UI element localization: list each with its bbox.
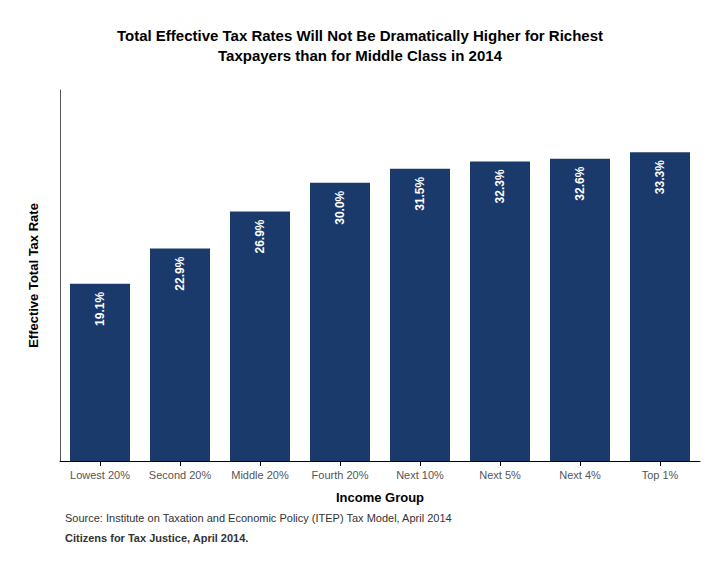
svg-text:Effective Total Tax Rate: Effective Total Tax Rate xyxy=(26,203,41,348)
svg-text:Second 20%: Second 20% xyxy=(149,469,212,481)
svg-text:Next 10%: Next 10% xyxy=(396,469,444,481)
svg-text:Source: Institute on Taxation: Source: Institute on Taxation and Econom… xyxy=(65,512,452,524)
svg-text:Taxpayers than for Middle Clas: Taxpayers than for Middle Class in 2014 xyxy=(218,47,503,64)
svg-text:Next 4%: Next 4% xyxy=(559,469,601,481)
svg-text:22.9%: 22.9% xyxy=(173,256,187,290)
svg-text:Citizens for Tax Justice, Apri: Citizens for Tax Justice, April 2014. xyxy=(65,532,248,544)
svg-text:26.9%: 26.9% xyxy=(253,219,267,253)
svg-text:Lowest 20%: Lowest 20% xyxy=(70,469,130,481)
svg-text:33.3%: 33.3% xyxy=(653,160,667,194)
svg-text:Middle 20%: Middle 20% xyxy=(231,469,289,481)
svg-text:30.0%: 30.0% xyxy=(333,190,347,224)
svg-text:31.5%: 31.5% xyxy=(413,177,427,211)
svg-text:Income Group: Income Group xyxy=(336,490,424,505)
svg-text:Next 5%: Next 5% xyxy=(479,469,521,481)
svg-text:Total Effective Tax Rates Will: Total Effective Tax Rates Will Not Be Dr… xyxy=(117,27,603,44)
svg-text:19.1%: 19.1% xyxy=(93,292,107,326)
svg-text:Top 1%: Top 1% xyxy=(642,469,679,481)
svg-text:32.6%: 32.6% xyxy=(573,166,587,200)
svg-text:32.3%: 32.3% xyxy=(493,169,507,203)
svg-text:Fourth 20%: Fourth 20% xyxy=(312,469,369,481)
